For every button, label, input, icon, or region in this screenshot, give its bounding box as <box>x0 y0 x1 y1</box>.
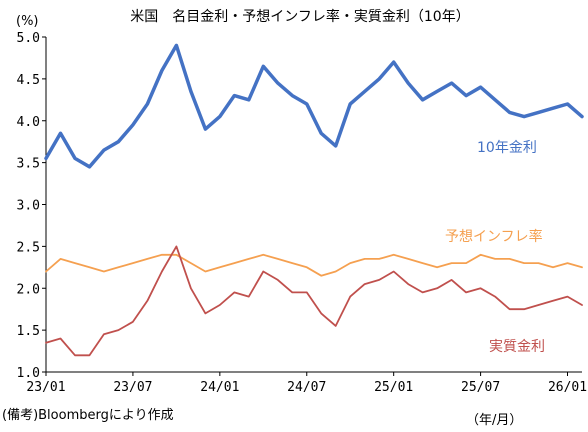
series-line-1 <box>45 253 583 277</box>
axes <box>45 37 582 373</box>
series-label-0: 10年金利 <box>477 140 537 156</box>
source-note: (備考)Bloombergにより作成 <box>2 408 174 423</box>
y-tick-labels: 1.0 1.5 2.0 2.5 3.0 3.5 4.0 4.5 5.0 <box>17 31 46 381</box>
series-label-2: 実質金利 <box>489 339 545 355</box>
chart-title: 米国 名目金利・予想インフレ率・実質金利（10年） <box>130 9 470 25</box>
x-tick-label: 25/01 <box>374 380 413 395</box>
y-tick-label: 4.0 <box>17 115 40 130</box>
y-tick-label: 3.0 <box>17 199 40 214</box>
series-line-2 <box>45 245 583 357</box>
series-line-0 <box>44 43 584 169</box>
x-tick-label: 25/07 <box>461 380 500 395</box>
x-tick-label: 24/01 <box>200 380 239 395</box>
x-tick-label: 23/07 <box>113 380 152 395</box>
x-tick-label: 26/01 <box>548 380 587 395</box>
y-tick-label: 3.5 <box>17 157 40 172</box>
y-tick-label: 5.0 <box>17 31 40 46</box>
x-tick-label: 24/07 <box>287 380 326 395</box>
y-tick-label: 1.5 <box>17 324 40 339</box>
series-lines <box>44 43 584 357</box>
x-tick-label: 23/01 <box>26 380 65 395</box>
y-tick-label: 4.5 <box>17 73 40 88</box>
series-label-1: 予想インフレ率 <box>445 228 543 245</box>
x-axis-unit: （年/月） <box>466 413 523 428</box>
y-tick-label: 2.5 <box>17 240 40 255</box>
y-tick-label: 2.0 <box>17 282 40 297</box>
y-tick-label: 1.0 <box>17 366 40 381</box>
y-axis-unit: (%) <box>16 14 39 29</box>
x-tick-labels: 23/01 23/07 24/01 24/07 25/01 25/07 26/01 <box>26 372 587 395</box>
